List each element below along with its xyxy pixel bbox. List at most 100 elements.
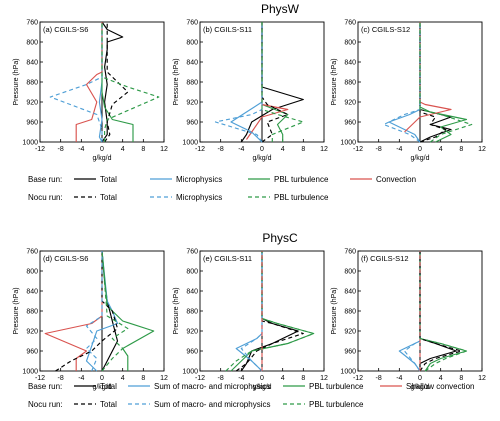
x-tick-label: 4	[439, 375, 443, 382]
y-tick-label: 920	[344, 329, 356, 336]
legend-bottom-label-pbl: PBL turbulence	[309, 382, 364, 391]
y-tick-label: 1000	[22, 369, 38, 376]
x-tick-label: -4	[78, 146, 84, 153]
legend-top: Base run: Nocu run: Total Microphysics P…	[28, 175, 416, 202]
series-line-nocu-6	[261, 22, 304, 142]
series-line-nocu-6	[101, 22, 160, 142]
series-line-nocu-4	[419, 22, 447, 143]
panels: -12 -8 -4 0 4 8 127608008408809209601000g/kg/d…	[13, 20, 486, 392]
x-axis-label: g/kg/d	[410, 384, 429, 391]
y-tick-label: 800	[344, 269, 356, 276]
y-tick-label: 1000	[22, 140, 38, 147]
y-tick-label: 800	[186, 269, 198, 276]
legend-bottom-label-sum-nocu: Sum of macro- and microphysics	[154, 400, 270, 409]
y-tick-label: 880	[186, 80, 198, 87]
x-tick-label: -12	[353, 146, 363, 153]
series-line-nocu-6	[101, 250, 129, 372]
y-tick-label: 800	[26, 40, 38, 47]
x-tick-label: -8	[58, 146, 64, 153]
legend-bottom-label-total-nocu: Total	[100, 400, 117, 409]
x-tick-label: 12	[320, 375, 328, 382]
x-tick-label: 12	[478, 146, 486, 153]
x-tick-label: -8	[376, 146, 382, 153]
x-tick-label: 0	[418, 146, 422, 153]
panel-title: (d) CGILS-S6	[43, 254, 88, 263]
series-line-nocu-5	[49, 22, 103, 142]
y-tick-label: 760	[26, 20, 38, 27]
section-title-physw: PhysW	[261, 2, 300, 16]
x-tick-label: -4	[238, 146, 244, 153]
panel-5: -12 -8 -4 0 4 8 12 760 800 840 880 920 960 1000 g/kg/d…	[331, 249, 486, 392]
panel-title: (c) CGILS-S12	[361, 25, 410, 34]
y-axis-label: Pressure (hPa)	[331, 287, 338, 334]
series-line-base-2	[101, 22, 134, 142]
panel-title: (f) CGILS-S12	[361, 254, 409, 263]
x-axis-label: g/kg/d	[252, 384, 271, 391]
x-tick-label: -8	[218, 146, 224, 153]
legend-top-base-label: Base run:	[28, 175, 62, 184]
y-tick-label: 960	[186, 349, 198, 356]
y-tick-label: 760	[186, 249, 198, 256]
series-line-base-3	[75, 22, 103, 142]
y-axis-label: Pressure (hPa)	[13, 287, 20, 334]
y-tick-label: 760	[344, 249, 356, 256]
x-tick-label: 0	[260, 146, 264, 153]
section-title-physc: PhysC	[262, 231, 298, 245]
x-tick-label: -8	[376, 375, 382, 382]
y-tick-label: 920	[186, 329, 198, 336]
x-tick-label: -8	[218, 375, 224, 382]
y-axis-label: Pressure (hPa)	[331, 58, 338, 105]
y-tick-label: 840	[186, 289, 198, 296]
y-axis-label: Pressure (hPa)	[13, 58, 20, 105]
x-axis-label: g/kg/d	[410, 155, 429, 162]
x-tick-label: 8	[141, 375, 145, 382]
legend-top-label-total: Total	[100, 175, 117, 184]
series-line-nocu-3	[235, 251, 304, 372]
y-tick-label: 840	[26, 289, 38, 296]
y-tick-label: 840	[344, 289, 356, 296]
x-tick-label: -12	[35, 375, 45, 382]
series-line-nocu-5	[419, 251, 468, 372]
x-axis-label: g/kg/d	[92, 155, 111, 162]
x-tick-label: 4	[121, 375, 125, 382]
panel-1: -12 -8 -4 0 4 8 12 760 800 840 880 920 960 1000 g/kg/d…	[173, 20, 328, 163]
legend-top-label-conv: Convection	[376, 175, 416, 184]
x-tick-label: -12	[353, 375, 363, 382]
x-axis-label: g/kg/d	[92, 384, 111, 391]
legend-bottom: Base run: Nocu run: Total Sum of macro- …	[28, 382, 474, 409]
y-tick-label: 960	[186, 120, 198, 127]
x-tick-label: 8	[301, 375, 305, 382]
panel-3: -12 -8 -4 0 4 8 12 760 800 840 880 920 960 1000 g/kg/d…	[13, 249, 168, 392]
x-tick-label: 4	[281, 375, 285, 382]
x-tick-label: 8	[301, 146, 305, 153]
y-tick-label: 760	[26, 249, 38, 256]
x-tick-label: 0	[418, 375, 422, 382]
x-tick-label: -4	[396, 146, 402, 153]
x-tick-label: 12	[320, 146, 328, 153]
y-tick-label: 1000	[340, 140, 356, 147]
y-tick-label: 840	[344, 60, 356, 67]
series-line-base-1	[85, 250, 119, 372]
legend-top-label-pbl: PBL turbulence	[274, 175, 329, 184]
y-tick-label: 1000	[182, 369, 198, 376]
legend-bottom-label-sum: Sum of macro- and microphysics	[154, 382, 270, 391]
y-tick-label: 920	[26, 100, 38, 107]
y-tick-label: 840	[26, 60, 38, 67]
legend-bottom-label-total: Total	[100, 382, 117, 391]
y-tick-label: 800	[344, 40, 356, 47]
x-tick-label: -4	[238, 375, 244, 382]
x-axis-label: g/kg/d	[252, 155, 271, 162]
panel-title: (b) CGILS-S11	[203, 25, 252, 34]
x-tick-label: 4	[121, 146, 125, 153]
y-tick-label: 880	[26, 309, 38, 316]
panel-title: (a) CGILS-S6	[43, 25, 88, 34]
x-tick-label: -8	[58, 375, 64, 382]
legend-bottom-nocu-label: Nocu run:	[28, 400, 63, 409]
legend-top-nocu-label: Nocu run:	[28, 193, 63, 202]
x-tick-label: 12	[478, 375, 486, 382]
x-tick-label: 4	[439, 146, 443, 153]
y-axis-label: Pressure (hPa)	[173, 58, 180, 105]
panel-title: (e) CGILS-S11	[203, 254, 252, 263]
